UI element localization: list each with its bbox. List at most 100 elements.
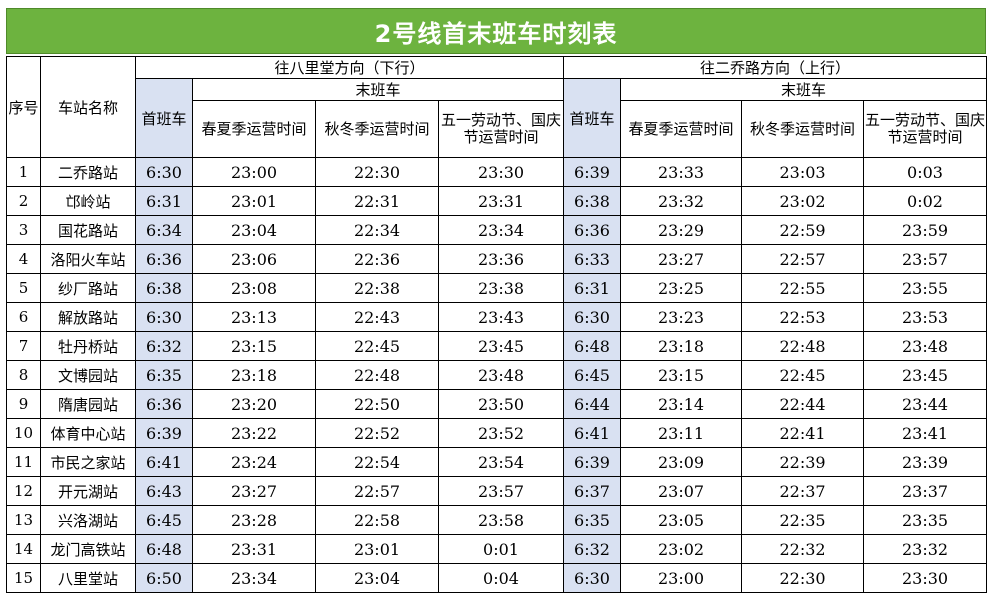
up-first-train-time: 6:32 (563, 534, 622, 564)
table-row: 14 龙门高铁站 6:48 23:31 23:01 0:01 6:32 23:02 22:32 2… (6, 534, 988, 564)
down-spring-summer-last-time: 23:06 (192, 244, 316, 274)
down-holiday-last-time: 23:57 (437, 476, 565, 506)
down-autumn-winter-last-time: 22:30 (315, 157, 439, 187)
up-holiday-last-time: 23:30 (863, 563, 988, 593)
header-seq: 序号 (6, 56, 41, 158)
up-holiday-last-time: 0:02 (863, 186, 988, 216)
table-row: 15 八里堂站 6:50 23:34 23:04 0:04 6:30 23:00 22:30 23… (6, 563, 988, 593)
up-autumn-winter-last-time: 22:41 (741, 418, 865, 448)
down-autumn-winter-last-time: 23:01 (315, 534, 439, 564)
station-name: 二乔路站 (40, 157, 136, 187)
timetable-title: 2号线首末班车时刻表 (6, 8, 986, 54)
up-first-train-time: 6:41 (563, 418, 622, 448)
down-holiday-last-time: 23:30 (437, 157, 565, 187)
timetable: 序号 车站名称 往八里堂方向（下行） 往二乔路方向（上行） 首班车 末班车 首班… (6, 56, 988, 593)
header-up-first-train: 首班车 (563, 78, 622, 158)
down-autumn-winter-last-time: 22:48 (315, 360, 439, 390)
up-spring-summer-last-time: 23:14 (620, 389, 743, 419)
table-row: 6 解放路站 6:30 23:13 22:43 23:43 6:30 23:23 22:53 23… (6, 302, 988, 332)
down-holiday-last-time: 23:54 (437, 447, 565, 477)
station-name: 国花路站 (40, 215, 136, 245)
up-spring-summer-last-time: 23:15 (620, 360, 743, 390)
down-first-train-time: 6:45 (135, 505, 193, 535)
up-first-train-time: 6:33 (563, 244, 622, 274)
up-spring-summer-last-time: 23:29 (620, 215, 743, 245)
up-holiday-last-time: 23:41 (863, 418, 988, 448)
down-first-train-time: 6:36 (135, 244, 193, 274)
down-spring-summer-last-time: 23:15 (192, 331, 316, 361)
up-holiday-last-time: 23:32 (863, 534, 988, 564)
up-holiday-last-time: 23:35 (863, 505, 988, 535)
station-number: 3 (6, 215, 41, 245)
down-holiday-last-time: 23:58 (437, 505, 565, 535)
up-holiday-last-time: 23:37 (863, 476, 988, 506)
up-autumn-winter-last-time: 23:03 (741, 157, 865, 187)
station-number: 11 (6, 447, 41, 477)
up-spring-summer-last-time: 23:02 (620, 534, 743, 564)
station-name: 文博园站 (40, 360, 136, 390)
up-autumn-winter-last-time: 22:32 (741, 534, 865, 564)
station-name: 邙岭站 (40, 186, 136, 216)
down-first-train-time: 6:43 (135, 476, 193, 506)
down-holiday-last-time: 23:45 (437, 331, 565, 361)
up-holiday-last-time: 23:45 (863, 360, 988, 390)
up-first-train-time: 6:48 (563, 331, 622, 361)
down-autumn-winter-last-time: 22:54 (315, 447, 439, 477)
down-first-train-time: 6:35 (135, 360, 193, 390)
table-row: 3 国花路站 6:34 23:04 22:34 23:34 6:36 23:29 22:59 23… (6, 215, 988, 245)
header-up-last-train: 末班车 (620, 78, 988, 101)
down-autumn-winter-last-time: 22:43 (315, 302, 439, 332)
down-spring-summer-last-time: 23:22 (192, 418, 316, 448)
table-row: 2 邙岭站 6:31 23:01 22:31 23:31 6:38 23:32 23:02 0:0… (6, 186, 988, 216)
down-first-train-time: 6:31 (135, 186, 193, 216)
down-holiday-last-time: 23:38 (437, 273, 565, 303)
station-name: 解放路站 (40, 302, 136, 332)
up-holiday-last-time: 23:55 (863, 273, 988, 303)
station-number: 8 (6, 360, 41, 390)
station-name: 体育中心站 (40, 418, 136, 448)
down-holiday-last-time: 23:31 (437, 186, 565, 216)
up-first-train-time: 6:30 (563, 302, 622, 332)
up-first-train-time: 6:39 (563, 157, 622, 187)
station-number: 12 (6, 476, 41, 506)
header-direction-up: 往二乔路方向（上行） (563, 56, 988, 79)
header-down-holiday: 五一劳动节、国庆节运营时间 (437, 100, 565, 158)
up-spring-summer-last-time: 23:27 (620, 244, 743, 274)
up-first-train-time: 6:30 (563, 563, 622, 593)
table-row: 5 纱厂路站 6:38 23:08 22:38 23:38 6:31 23:25 22:55 23… (6, 273, 988, 303)
table-row: 7 牡丹桥站 6:32 23:15 22:45 23:45 6:48 23:18 22:48 23… (6, 331, 988, 361)
up-holiday-last-time: 23:48 (863, 331, 988, 361)
down-spring-summer-last-time: 23:20 (192, 389, 316, 419)
up-spring-summer-last-time: 23:07 (620, 476, 743, 506)
down-first-train-time: 6:36 (135, 389, 193, 419)
down-spring-summer-last-time: 23:13 (192, 302, 316, 332)
header-up-spring-summer: 春夏季运营时间 (620, 100, 743, 158)
down-spring-summer-last-time: 23:08 (192, 273, 316, 303)
up-spring-summer-last-time: 23:05 (620, 505, 743, 535)
station-number: 6 (6, 302, 41, 332)
station-number: 5 (6, 273, 41, 303)
down-holiday-last-time: 23:50 (437, 389, 565, 419)
up-autumn-winter-last-time: 22:30 (741, 563, 865, 593)
up-first-train-time: 6:44 (563, 389, 622, 419)
down-spring-summer-last-time: 23:31 (192, 534, 316, 564)
station-name: 市民之家站 (40, 447, 136, 477)
table-row: 4 洛阳火车站 6:36 23:06 22:36 23:36 6:33 23:27 22:57 2… (6, 244, 988, 274)
station-number: 13 (6, 505, 41, 535)
up-holiday-last-time: 23:53 (863, 302, 988, 332)
down-holiday-last-time: 0:01 (437, 534, 565, 564)
station-name: 龙门高铁站 (40, 534, 136, 564)
station-name: 开元湖站 (40, 476, 136, 506)
station-number: 2 (6, 186, 41, 216)
up-spring-summer-last-time: 23:32 (620, 186, 743, 216)
up-spring-summer-last-time: 23:18 (620, 331, 743, 361)
down-holiday-last-time: 23:36 (437, 244, 565, 274)
up-first-train-time: 6:35 (563, 505, 622, 535)
down-first-train-time: 6:41 (135, 447, 193, 477)
station-number: 10 (6, 418, 41, 448)
header-up-holiday: 五一劳动节、国庆节运营时间 (863, 100, 988, 158)
station-number: 9 (6, 389, 41, 419)
up-autumn-winter-last-time: 22:45 (741, 360, 865, 390)
header-down-first-train: 首班车 (135, 78, 193, 158)
down-first-train-time: 6:30 (135, 157, 193, 187)
